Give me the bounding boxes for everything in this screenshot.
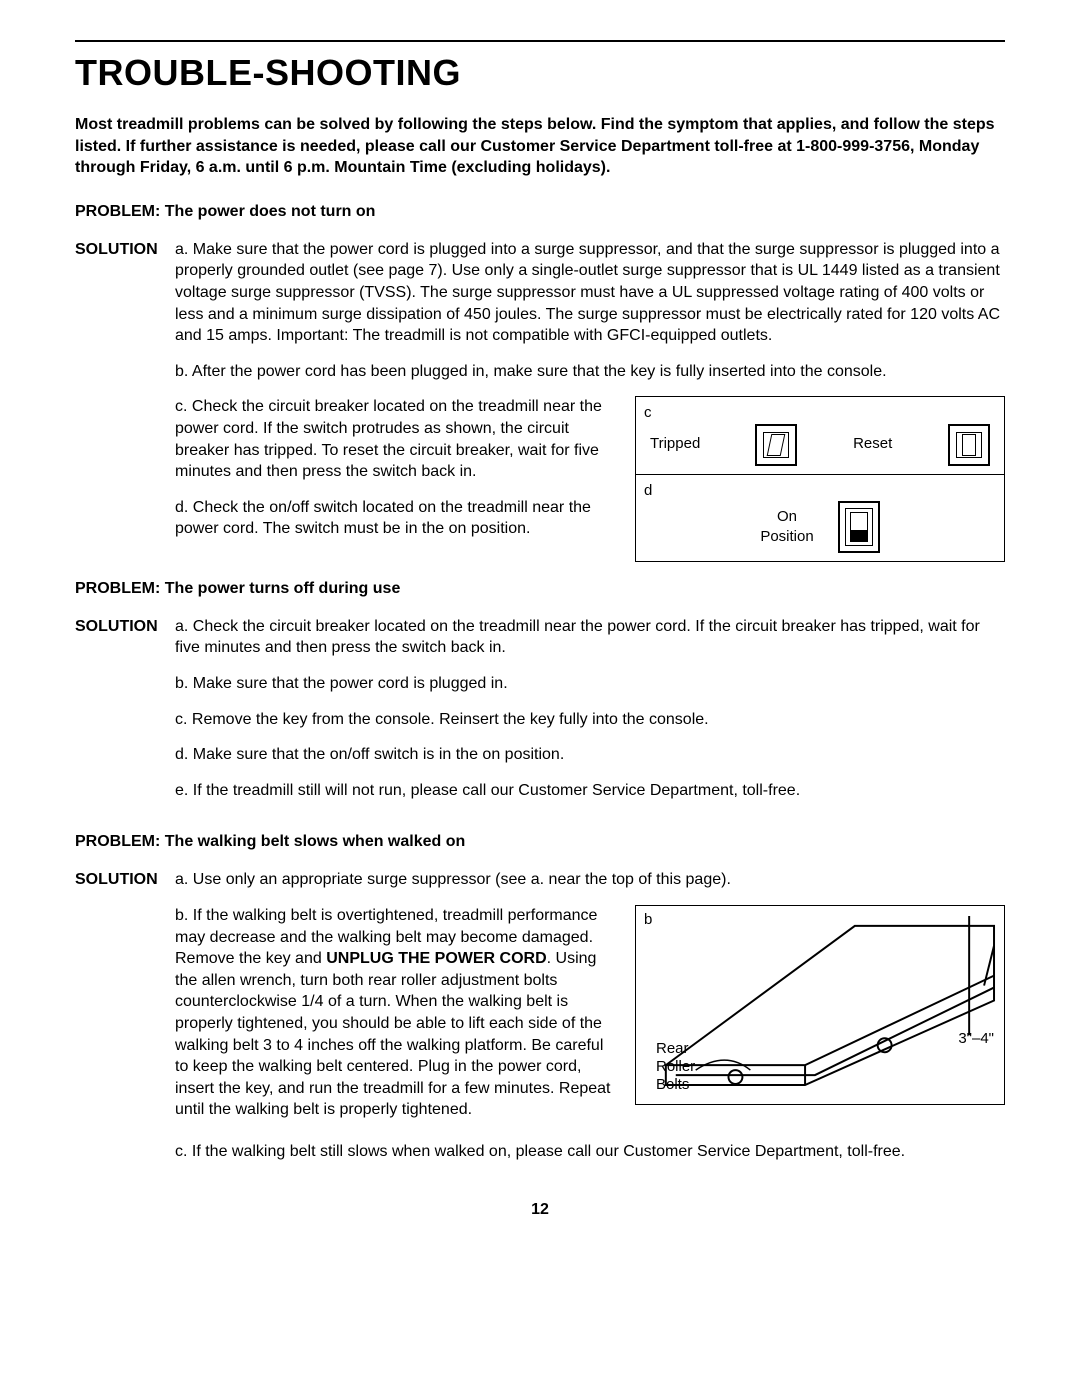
- breaker-reset-icon: [948, 424, 990, 466]
- problem-prefix: PROBLEM:: [75, 580, 160, 597]
- p1-item-a: a. Make sure that the power cord is plug…: [175, 239, 1005, 347]
- figure-b-rear-label: Rear Roller Bolts: [656, 1040, 695, 1094]
- p3-item-c: c. If the walking belt still slows when …: [175, 1141, 1005, 1163]
- solution-label: SOLUTION: [75, 869, 175, 1176]
- page-number: 12: [75, 1201, 1005, 1219]
- p2-item-c: c. Remove the key from the console. Rein…: [175, 709, 1005, 731]
- p3-item-b-with-figure: b. If the walking belt is overtightened,…: [175, 905, 1005, 1135]
- p3-b-bold: UNPLUG THE POWER CORD: [326, 950, 546, 967]
- solution-2: SOLUTION a. Check the circuit breaker lo…: [75, 616, 1005, 816]
- problem-1-title: The power does not turn on: [165, 203, 376, 220]
- p3-item-a: a. Use only an appropriate surge suppres…: [175, 869, 1005, 891]
- problem-2-title: The power turns off during use: [165, 580, 401, 597]
- top-rule: [75, 40, 1005, 42]
- figure-d-on: On: [760, 507, 813, 527]
- p3-item-b: b. If the walking belt is overtightened,…: [175, 905, 615, 1121]
- p1-item-b: b. After the power cord has been plugged…: [175, 361, 1005, 383]
- figure-d: d On Position: [636, 474, 1004, 561]
- figure-c-letter: c: [644, 403, 996, 423]
- problem-1-heading: PROBLEM: The power does not turn on: [75, 203, 1005, 221]
- onoff-switch-icon: [838, 501, 880, 553]
- solution-3-items: a. Use only an appropriate surge suppres…: [175, 869, 1005, 1176]
- p2-item-d: d. Make sure that the on/off switch is i…: [175, 744, 1005, 766]
- solution-3: SOLUTION a. Use only an appropriate surg…: [75, 869, 1005, 1176]
- solution-label: SOLUTION: [75, 616, 175, 816]
- p2-item-a: a. Check the circuit breaker located on …: [175, 616, 1005, 659]
- figure-cd-box: c Tripped Reset d On P: [635, 396, 1005, 562]
- fig-b-rear-1: Rear: [656, 1040, 689, 1057]
- problem-prefix: PROBLEM:: [75, 203, 160, 220]
- fig-b-rear-3: Bolts: [656, 1076, 689, 1093]
- figure-b-box: b: [635, 905, 1005, 1105]
- problem-prefix: PROBLEM:: [75, 833, 160, 850]
- p1-item-c: c. Check the circuit breaker located on …: [175, 396, 615, 482]
- p1-item-d: d. Check the on/off switch located on th…: [175, 497, 615, 540]
- solution-label: SOLUTION: [75, 239, 175, 562]
- figure-c: c Tripped Reset: [636, 397, 1004, 473]
- manual-page: TROUBLE-SHOOTING Most treadmill problems…: [0, 0, 1080, 1249]
- figure-c-tripped-label: Tripped: [650, 434, 710, 454]
- solution-1: SOLUTION a. Make sure that the power cor…: [75, 239, 1005, 562]
- p1-cd-text: c. Check the circuit breaker located on …: [175, 396, 615, 540]
- fig-b-rear-2: Roller: [656, 1058, 695, 1075]
- figure-d-letter: d: [644, 481, 996, 501]
- breaker-tripped-icon: [755, 424, 797, 466]
- problem-3-heading: PROBLEM: The walking belt slows when wal…: [75, 833, 1005, 851]
- p2-item-b: b. Make sure that the power cord is plug…: [175, 673, 1005, 695]
- solution-1-items: a. Make sure that the power cord is plug…: [175, 239, 1005, 562]
- page-title: TROUBLE-SHOOTING: [75, 52, 1005, 94]
- intro-paragraph: Most treadmill problems can be solved by…: [75, 114, 1005, 179]
- figure-d-position: Position: [760, 527, 813, 547]
- solution-2-items: a. Check the circuit breaker located on …: [175, 616, 1005, 816]
- figure-c-reset-label: Reset: [843, 434, 903, 454]
- problem-3-title: The walking belt slows when walked on: [165, 833, 466, 850]
- problem-2-heading: PROBLEM: The power turns off during use: [75, 580, 1005, 598]
- figure-b-range: 3"–4": [958, 1029, 994, 1049]
- p2-item-e: e. If the treadmill still will not run, …: [175, 780, 1005, 802]
- p1-items-cd-with-figure: c. Check the circuit breaker located on …: [175, 396, 1005, 562]
- p3-b-post: . Using the allen wrench, turn both rear…: [175, 950, 610, 1118]
